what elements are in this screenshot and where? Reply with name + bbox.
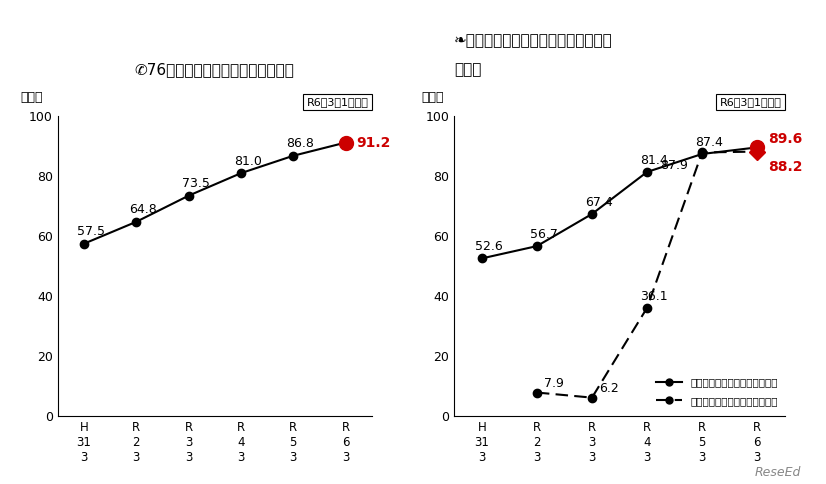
Text: ✆76統合型校務支援システム整備率: ✆76統合型校務支援システム整備率	[135, 62, 295, 77]
Text: 64.8: 64.8	[130, 203, 157, 216]
Text: 67.4: 67.4	[585, 196, 613, 209]
Text: 56.7: 56.7	[530, 228, 558, 241]
Text: 91.2: 91.2	[357, 136, 391, 150]
Text: R6年3月1日現在: R6年3月1日現在	[306, 97, 368, 107]
Text: 52.6: 52.6	[475, 240, 503, 253]
Text: 6.2: 6.2	[599, 382, 619, 395]
Text: ReseEd: ReseEd	[755, 466, 801, 479]
Text: R6年3月1日現在: R6年3月1日現在	[719, 97, 781, 107]
Text: 89.6: 89.6	[768, 132, 803, 146]
Text: 7.9: 7.9	[544, 377, 563, 390]
Text: 73.5: 73.5	[182, 177, 210, 190]
Text: 整備率: 整備率	[454, 62, 482, 77]
Text: 81.4: 81.4	[640, 153, 668, 166]
Text: 87.9: 87.9	[661, 159, 688, 172]
Text: （％）: （％）	[421, 91, 444, 104]
Legend: 指導者用デジタル教科書整備率, 学習者用デジタル教科書整備率: 指導者用デジタル教科書整備率, 学習者用デジタル教科書整備率	[651, 372, 783, 411]
Text: ❧指導者用・学習者用デジタル教科書: ❧指導者用・学習者用デジタル教科書	[454, 33, 613, 48]
Text: 88.2: 88.2	[768, 160, 803, 174]
Text: 81.0: 81.0	[234, 155, 262, 168]
Text: 86.8: 86.8	[287, 137, 314, 151]
Text: （％）: （％）	[20, 91, 43, 104]
Text: 36.1: 36.1	[640, 289, 667, 302]
Text: 87.4: 87.4	[695, 136, 723, 149]
Text: 57.5: 57.5	[77, 226, 105, 238]
